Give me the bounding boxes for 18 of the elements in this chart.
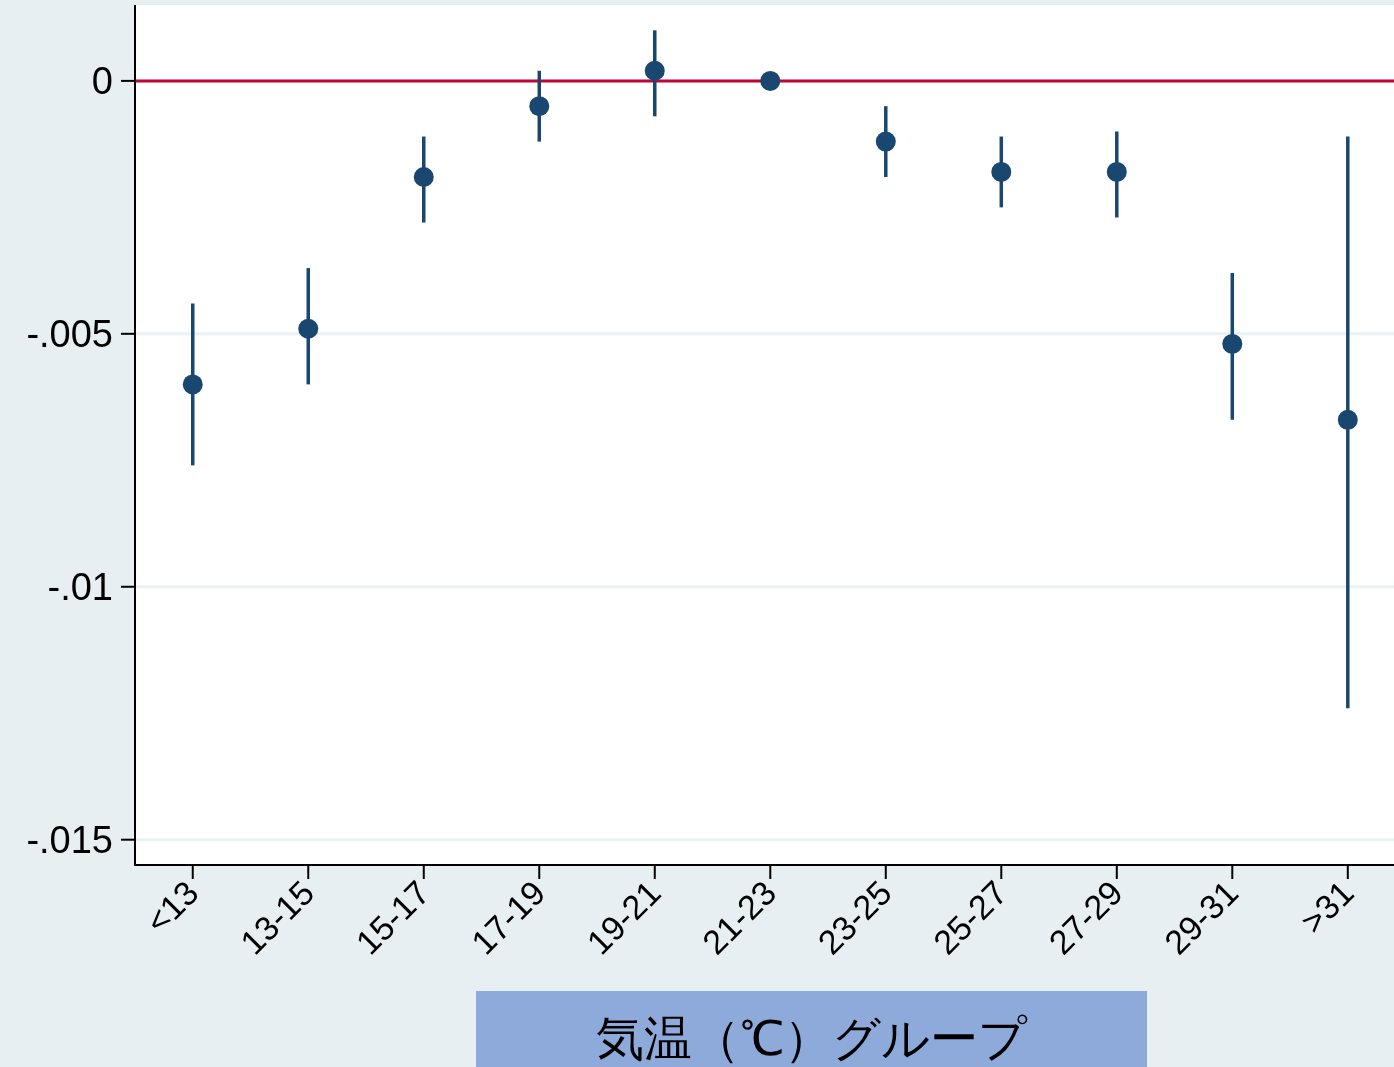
point — [1337, 409, 1358, 430]
x-tick-label: <13 — [138, 873, 206, 941]
point — [1222, 333, 1243, 354]
point — [875, 131, 896, 152]
point — [182, 374, 203, 395]
point — [644, 60, 665, 81]
point — [298, 318, 319, 339]
x-axis-title: 気温（℃）グループ — [596, 1012, 1028, 1065]
y-tick-label: -.015 — [26, 818, 113, 861]
y-tick-label: -.01 — [47, 565, 113, 608]
x-tick-label: >31 — [1293, 873, 1361, 941]
point — [991, 161, 1012, 182]
y-tick-label: 0 — [91, 59, 113, 102]
point — [529, 96, 550, 117]
y-tick-label: -.005 — [26, 312, 113, 355]
point — [413, 167, 434, 187]
point — [1106, 161, 1127, 182]
point — [760, 70, 781, 91]
